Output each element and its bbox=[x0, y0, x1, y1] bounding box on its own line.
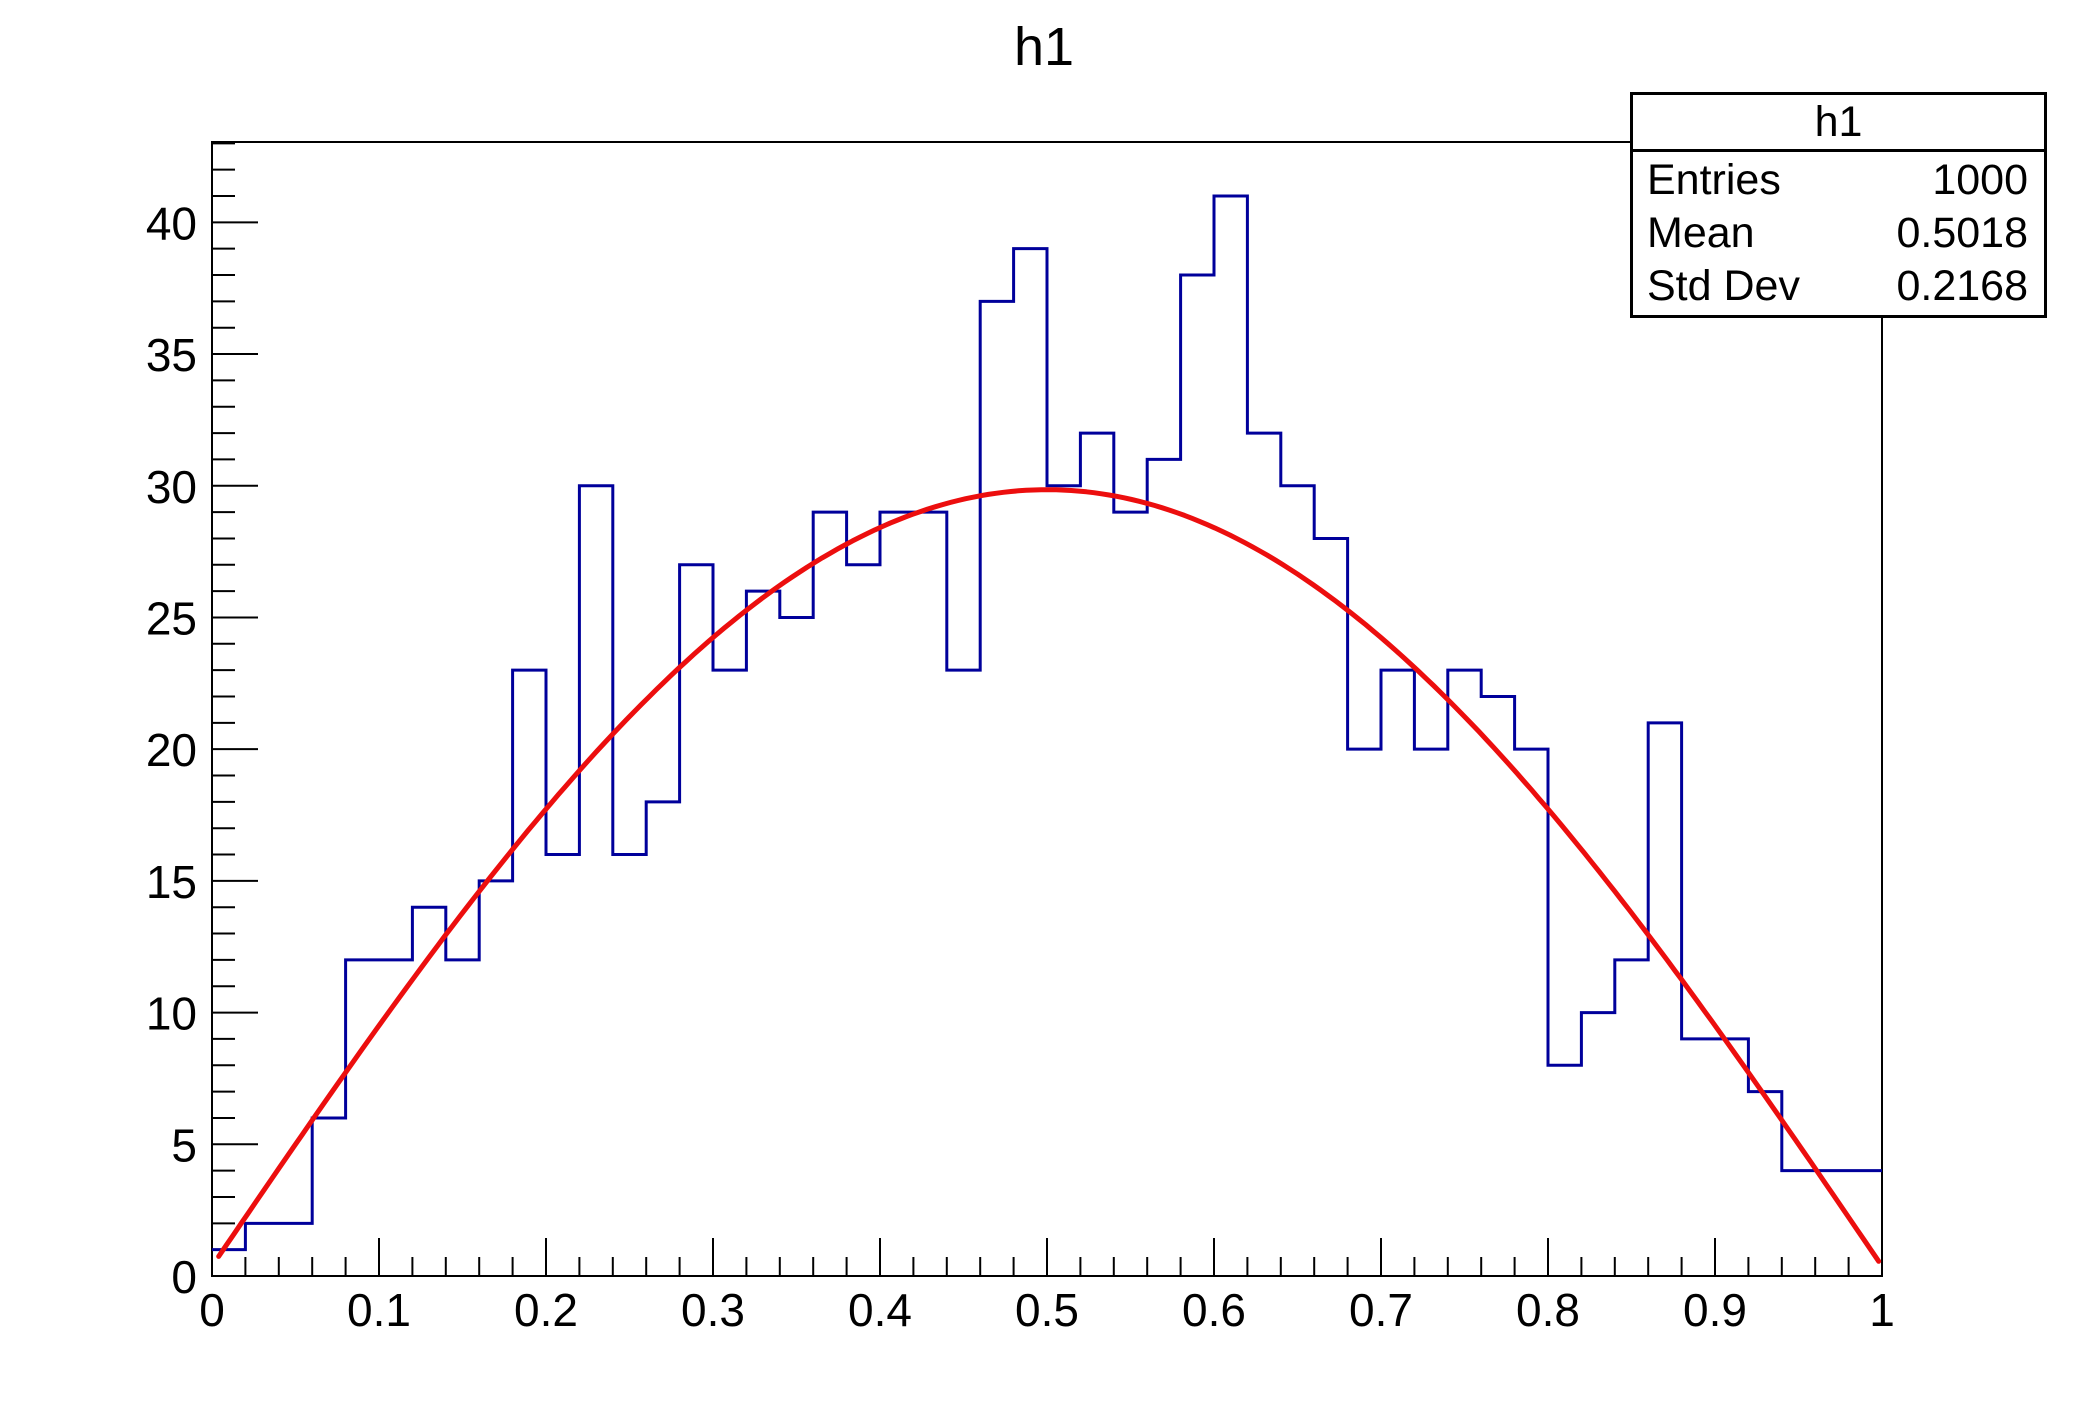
x-tick-label: 0.4 bbox=[848, 1284, 912, 1336]
y-tick-label: 10 bbox=[146, 988, 197, 1040]
x-tick-label: 0 bbox=[199, 1284, 225, 1336]
stats-label-stddev: Std Dev bbox=[1647, 262, 1800, 310]
x-tick-label: 0.1 bbox=[347, 1284, 411, 1336]
stats-row-mean: Mean 0.5018 bbox=[1647, 207, 2028, 260]
x-tick-label: 1 bbox=[1869, 1284, 1895, 1336]
stats-value-mean: 0.5018 bbox=[1896, 209, 2028, 257]
y-tick-label: 5 bbox=[171, 1119, 197, 1171]
stats-value-stddev: 0.2168 bbox=[1896, 262, 2028, 310]
y-tick-label: 0 bbox=[171, 1251, 197, 1303]
x-tick-label: 0.5 bbox=[1015, 1284, 1079, 1336]
stats-label-mean: Mean bbox=[1647, 209, 1755, 257]
y-tick-label: 25 bbox=[146, 592, 197, 644]
y-tick-label: 35 bbox=[146, 329, 197, 381]
y-tick-label: 40 bbox=[146, 197, 197, 249]
stats-box-title: h1 bbox=[1633, 95, 2044, 152]
x-tick-label: 0.2 bbox=[514, 1284, 578, 1336]
chart-title: h1 bbox=[1013, 17, 1075, 77]
y-tick-label: 15 bbox=[146, 856, 197, 908]
x-tick-label: 0.6 bbox=[1182, 1284, 1246, 1336]
stats-label-entries: Entries bbox=[1647, 156, 1781, 204]
stats-value-entries: 1000 bbox=[1932, 156, 2028, 204]
stats-row-stddev: Std Dev 0.2168 bbox=[1647, 260, 2028, 313]
stats-row-entries: Entries 1000 bbox=[1647, 154, 2028, 207]
x-tick-label: 0.8 bbox=[1516, 1284, 1580, 1336]
stats-box: h1 Entries 1000 Mean 0.5018 Std Dev 0.21… bbox=[1630, 92, 2047, 318]
y-tick-label: 30 bbox=[146, 461, 197, 513]
y-tick-label: 20 bbox=[146, 724, 197, 776]
x-tick-label: 0.7 bbox=[1349, 1284, 1413, 1336]
stats-rows: Entries 1000 Mean 0.5018 Std Dev 0.2168 bbox=[1633, 152, 2044, 315]
x-tick-label: 0.3 bbox=[681, 1284, 745, 1336]
x-tick-label: 0.9 bbox=[1683, 1284, 1747, 1336]
fit-curve bbox=[216, 487, 1882, 1264]
histogram-outline bbox=[212, 194, 1882, 1252]
